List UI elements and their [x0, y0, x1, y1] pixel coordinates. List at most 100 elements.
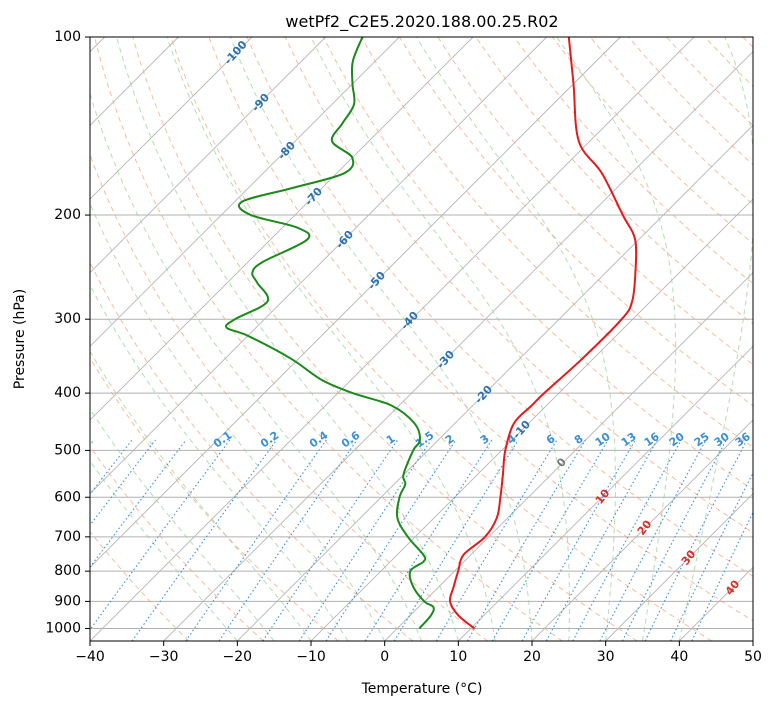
x-tick-label: 20: [523, 649, 541, 665]
moist-adiabat-30: [415, 37, 616, 641]
mixing-ratio-label: 1: [384, 432, 398, 447]
y-tick-label: 900: [54, 593, 81, 609]
mixing-ratio-line: [131, 439, 278, 641]
x-tick-label: −20: [223, 649, 253, 665]
x-tick-label: 10: [449, 649, 467, 665]
x-tick-label: 40: [670, 649, 688, 665]
isotherm-20: [531, 419, 753, 641]
y-tick-label: 100: [54, 29, 81, 45]
isotherm--40: [90, 37, 695, 641]
dry-adiabats: [90, 37, 753, 641]
x-axis-label: Temperature (°C): [361, 681, 483, 697]
isotherm-10: [458, 345, 753, 641]
plot-frame: [89, 36, 754, 642]
x-tick-label: 50: [744, 649, 762, 665]
mixing-ratio-label: 20: [667, 430, 687, 450]
dry-adiabat--10: [90, 356, 339, 641]
isotherm--70: [90, 37, 474, 421]
mixing-ratio-line: [521, 439, 636, 641]
mixing-ratio-label: 10: [593, 430, 613, 450]
mixing-ratio-line: [491, 439, 609, 641]
moist-adiabat--15: [90, 408, 275, 641]
isotherm--20: [237, 124, 753, 641]
moist-adiabat--5: [90, 283, 349, 641]
x-tick-label: −10: [296, 649, 326, 665]
y-tick-label: 300: [54, 311, 81, 327]
moist-adiabat-5: [90, 92, 422, 641]
isotherm-50: [752, 640, 753, 641]
mixing-ratio-line: [644, 439, 748, 641]
mixing-ratio-label: 2: [443, 432, 457, 447]
mixing-ratio-line: [435, 439, 558, 641]
dry-adiabat-20: [94, 37, 563, 641]
dry-adiabat-30: [132, 37, 638, 641]
y-tick-label: 400: [54, 385, 81, 401]
dry-adiabat-60: [246, 37, 753, 577]
dewpoint-profile: [225, 37, 435, 630]
isotherm--90: [90, 37, 326, 274]
isotherm--60: [90, 37, 547, 495]
mixing-ratio-label: 8: [572, 432, 586, 447]
dry-adiabat-90: [361, 37, 753, 448]
mixing-ratio-line: [364, 439, 493, 641]
y-tick-label: 200: [54, 207, 81, 223]
mixing-ratio-line: [393, 439, 519, 641]
dry-adiabat-10: [90, 153, 488, 641]
moist-adiabat--10: [90, 350, 312, 641]
dry-adiabat-110: [437, 37, 753, 366]
mixing-ratio-label: 13: [619, 430, 639, 449]
mixing-ratio-line: [670, 471, 753, 641]
dry-adiabat-170: [666, 37, 753, 127]
mixing-ratio-line: [545, 439, 658, 641]
mixing-ratio-label: 0.1: [211, 429, 234, 451]
y-tick-label: 1000: [45, 620, 81, 636]
dry-adiabat--20: [90, 445, 264, 641]
moist-adiabat-0: [90, 202, 386, 641]
isotherm-40: [679, 566, 753, 641]
dry-adiabat-140: [551, 37, 753, 245]
mixing-ratio-lines: [90, 439, 753, 641]
y-tick-label: 500: [54, 442, 81, 458]
isotherm--30: [163, 51, 753, 641]
mixing-ratio-label: 1.5: [413, 429, 436, 451]
mixing-ratio-line: [467, 439, 586, 641]
dry-adiabat-130: [513, 37, 753, 285]
moist-adiabat-25: [310, 37, 570, 641]
y-tick-label: 600: [54, 489, 81, 505]
moist-adiabats: [90, 37, 753, 641]
x-tick-label: −40: [75, 649, 105, 665]
mixing-ratio-label: 25: [692, 430, 712, 449]
dry-adiabat-label: -80: [275, 139, 298, 163]
mixing-ratio-label: 0.4: [307, 428, 331, 450]
skewed-isotherms: [90, 37, 753, 641]
isotherm--100: [90, 37, 253, 200]
mixing-ratio-line: [621, 439, 727, 641]
mixing-ratio-line: [90, 439, 231, 631]
isotherm--80: [90, 37, 400, 347]
mixing-ratio-label: 36: [733, 430, 753, 450]
mixing-ratio-line: [90, 439, 187, 568]
dry-adiabat--30: [90, 530, 190, 641]
dry-adiabat-label: 0: [554, 455, 569, 470]
mixing-ratio-line: [325, 439, 457, 641]
mixing-ratio-line: [185, 439, 327, 641]
pressure-grid: [90, 37, 753, 629]
isotherm-30: [605, 493, 753, 641]
dry-adiabat-label: -100: [222, 38, 250, 67]
x-tick-label: −30: [149, 649, 179, 665]
mixing-ratio-label: 30: [712, 430, 732, 450]
x-tick-label: 0: [380, 649, 389, 665]
mixing-ratio-label: 3: [478, 432, 492, 447]
moist-adiabat-35: [556, 37, 677, 641]
dry-adiabat-50: [208, 37, 753, 622]
mixing-ratio-line: [691, 511, 753, 641]
plot-area: -100-90-80-70-60-50-40-30-20-10010203040…: [90, 37, 753, 641]
reference-line-labels: -100-90-80-70-60-50-40-30-20-10010203040…: [211, 38, 753, 598]
mixing-ratio-label: 0.6: [339, 428, 363, 450]
dry-adiabat-190: [742, 37, 753, 48]
moist-adiabat-10: [116, 37, 459, 641]
sounding-profiles: [225, 37, 638, 630]
dry-adiabat-100: [399, 37, 753, 407]
moist-adiabat-15: [166, 37, 496, 641]
